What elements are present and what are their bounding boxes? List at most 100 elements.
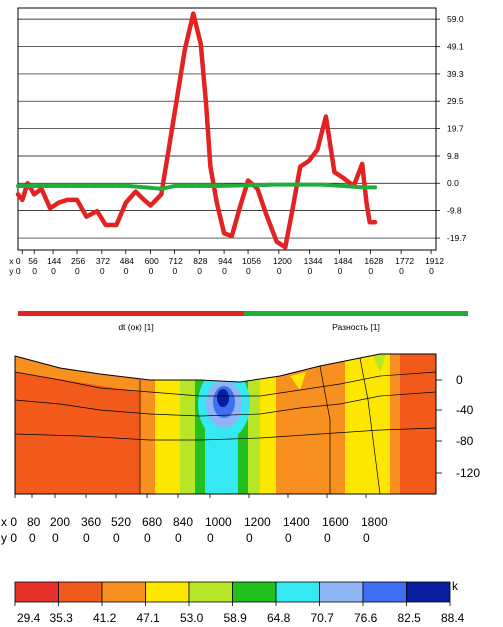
zone-band <box>390 354 400 494</box>
zone-band <box>276 354 320 494</box>
zone-band <box>320 354 345 494</box>
legend-label-dt: dt (ок) [1] <box>118 322 153 332</box>
y-row-label: 0 <box>429 266 434 276</box>
x-tick-label: 1400 <box>283 515 310 529</box>
colorbar-label: 64.8 <box>267 611 291 625</box>
zone-band <box>195 354 205 494</box>
y-row-label: 0 <box>207 531 214 545</box>
x-tick-label: 1800 <box>361 515 388 529</box>
y-tick-label: 9.8 <box>447 151 459 161</box>
x-tick-label: 1912 <box>425 256 444 266</box>
legend-swatch-dt <box>18 311 244 316</box>
x-tick-label: 840 <box>173 515 193 529</box>
x-tick-label: 944 <box>218 256 232 266</box>
y-tick-label: -120 <box>456 466 480 480</box>
x-tick-label: 372 <box>96 256 110 266</box>
layer-boundary <box>15 391 436 417</box>
x-tick-label: 484 <box>120 256 134 266</box>
layer-boundary <box>15 371 436 397</box>
x-tick-label: 712 <box>169 256 183 266</box>
colorbar-unit: k <box>452 579 459 593</box>
colorbar-swatch <box>188 581 233 603</box>
x-tick-label: 1628 <box>364 256 383 266</box>
y-row-label: 0 <box>144 531 151 545</box>
layer-boundary <box>359 357 381 494</box>
x-tick-label: 520 <box>111 515 131 529</box>
y-tick-label: -80 <box>456 434 474 448</box>
x-tick-label: 360 <box>81 515 101 529</box>
zone-band <box>180 354 195 494</box>
plot-frame <box>17 7 437 251</box>
y-row-label: 0 <box>175 531 182 545</box>
x-tick-label: 256 <box>71 256 85 266</box>
x-tick-label: x 0 <box>1 515 17 529</box>
y-row-label: 0 <box>29 531 36 545</box>
x-tick-label: 144 <box>47 256 61 266</box>
y-row-label: 0 <box>32 266 37 276</box>
x-tick-label: 1200 <box>273 256 292 266</box>
x-tick-label: 600 <box>145 256 159 266</box>
y-row-label: 0 <box>308 266 313 276</box>
x-tick-label: 1200 <box>244 515 271 529</box>
legend-label-difference: Разность [1] <box>332 322 380 332</box>
colorbar-label: 88.4 <box>441 611 465 625</box>
y-row-label: y 0 <box>9 266 21 276</box>
x-tick-label: 1344 <box>304 256 323 266</box>
x-tick-label: 1484 <box>334 256 353 266</box>
colorbar-label: 35.3 <box>50 611 74 625</box>
y-tick-label: 59.0 <box>447 14 464 24</box>
zone-upper-left <box>15 356 140 392</box>
colorbar-swatch <box>362 581 407 603</box>
y-row-label: 0 <box>100 266 105 276</box>
zone-band <box>345 354 370 494</box>
y-tick-label: -19.7 <box>447 233 467 243</box>
layer-boundary <box>15 427 436 441</box>
zone-band <box>140 354 155 494</box>
colorbar-label: 53.0 <box>180 611 204 625</box>
y-tick-label: 29.5 <box>447 96 464 106</box>
line-chart: 59.0 49.1 39.3 29.5 19.7 9.8 0.0 -9.8 -19.7 x 0y … <box>9 7 467 276</box>
x-tick-label: 200 <box>50 515 70 529</box>
colorbar-swatch <box>101 581 146 603</box>
x-tick-label: 80 <box>27 515 41 529</box>
y-row-label: 0 <box>124 266 129 276</box>
y-row-label: 0 <box>149 266 154 276</box>
y-tick-label: 0.0 <box>447 178 459 188</box>
zone-band <box>155 354 180 494</box>
y-tick-label: 19.7 <box>447 123 464 133</box>
colorbar-swatch <box>275 581 320 603</box>
colorbar-label: 76.6 <box>354 611 378 625</box>
y-row-label: 0 <box>246 531 253 545</box>
colorbar-swatch <box>232 581 277 603</box>
x-tick-label: 1000 <box>205 515 232 529</box>
y-tick-label: 39.3 <box>447 69 464 79</box>
legend-swatch-difference <box>244 311 468 316</box>
x-tick-label: 680 <box>142 515 162 529</box>
colorbar-swatch <box>58 581 103 603</box>
colorbar-swatch <box>145 581 190 603</box>
x-tick-label: 1056 <box>242 256 261 266</box>
section-outline <box>14 353 437 495</box>
anomaly-core <box>217 389 229 407</box>
y-row-label: 0 <box>51 266 56 276</box>
x-tick-label: x 0 <box>9 256 21 266</box>
x-tick-label: 828 <box>193 256 207 266</box>
y-tick-label: 0 <box>456 373 463 387</box>
y-row-label: 0 <box>197 266 202 276</box>
series-line-dt <box>15 11 378 250</box>
zone-band <box>370 354 390 494</box>
wedge-green-1 <box>372 354 386 372</box>
series-line-difference <box>16 182 378 191</box>
colorbar-label: 41.2 <box>93 611 117 625</box>
zone-band <box>260 354 276 494</box>
colorbar-swatch <box>319 581 364 603</box>
y-row-label: 0 <box>173 266 178 276</box>
colorbar-label: 58.9 <box>224 611 248 625</box>
layer-boundary <box>319 365 331 494</box>
y-row-label: 0 <box>222 266 227 276</box>
colorbar-swatch <box>406 581 451 603</box>
zone-band <box>400 354 436 494</box>
zone-band <box>248 354 260 494</box>
y-row-label: 0 <box>363 531 370 545</box>
